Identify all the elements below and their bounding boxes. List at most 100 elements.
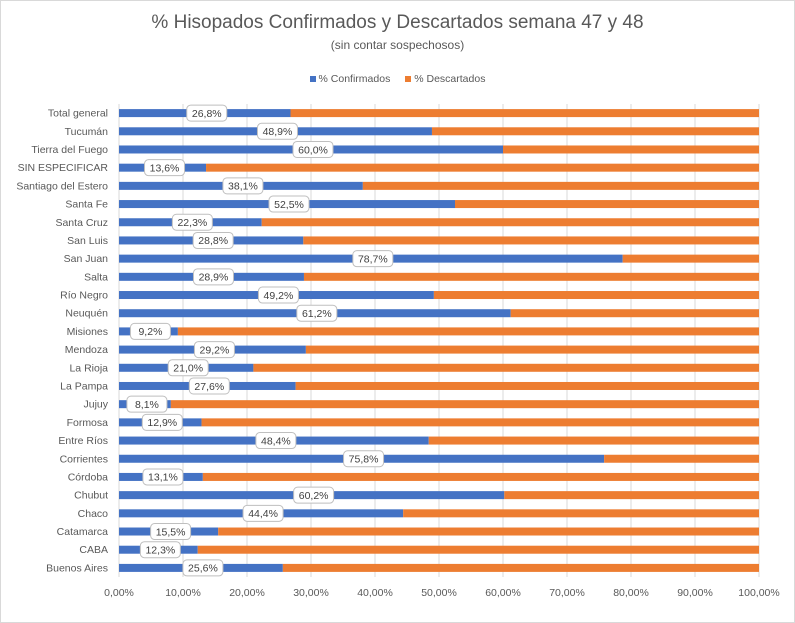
x-tick-label: 20,00% <box>229 587 265 599</box>
bar-descartados <box>433 291 759 300</box>
category-label: Santa Cruz <box>55 217 108 229</box>
data-label: 28,9% <box>199 272 229 284</box>
data-label: 25,6% <box>188 563 218 575</box>
bar-descartados <box>303 272 759 281</box>
data-label-box <box>343 450 385 468</box>
chart-title: % Hisopados Confirmados y Descartados se… <box>151 12 644 33</box>
category-label: Río Negro <box>60 290 108 302</box>
x-tick-label: 90,00% <box>677 587 713 599</box>
x-tick-label: 0,00% <box>104 587 134 599</box>
category-label: Formosa <box>67 417 109 429</box>
bar-descartados <box>282 563 759 572</box>
bar-descartados <box>362 181 759 190</box>
bar-descartados <box>604 454 759 463</box>
bar-descartados <box>177 327 759 336</box>
legend: % Confirmados % Descartados <box>0 73 795 85</box>
chart-subtitle: (sin contar sospechosos) <box>330 38 465 52</box>
data-label: 61,2% <box>302 308 332 320</box>
category-label: Chubut <box>74 490 108 502</box>
bar-descartados <box>170 400 760 409</box>
category-label: Tierra del Fuego <box>31 144 108 156</box>
data-label: 8,1% <box>135 399 159 411</box>
category-label: Salta <box>84 271 108 283</box>
bar-descartados <box>202 472 760 481</box>
data-label: 26,8% <box>192 108 222 120</box>
data-label: 12,3% <box>145 545 175 557</box>
data-label-box <box>171 213 213 231</box>
data-label-box <box>296 304 338 322</box>
data-label-box <box>255 432 297 450</box>
data-label-box <box>242 504 284 522</box>
data-label-box <box>188 377 230 395</box>
category-label: Mendoza <box>65 344 108 356</box>
data-label: 38,1% <box>228 181 258 193</box>
data-label-box <box>144 159 186 177</box>
data-label: 28,8% <box>198 235 228 247</box>
category-label: SIN ESPECIFICAR <box>18 162 109 174</box>
data-label: 12,9% <box>147 417 177 429</box>
data-label: 22,3% <box>177 217 207 229</box>
data-label-box <box>182 559 224 577</box>
category-label: San Luis <box>67 235 108 247</box>
x-tick-label: 50,00% <box>421 587 457 599</box>
data-label-box <box>126 395 168 413</box>
category-label: Jujuy <box>83 399 108 411</box>
bar-descartados <box>201 418 759 427</box>
data-label-box <box>142 468 184 486</box>
bar-descartados <box>197 545 760 554</box>
data-label: 75,8% <box>349 454 379 466</box>
data-label: 60,2% <box>299 490 329 502</box>
data-label: 48,9% <box>263 126 293 138</box>
category-label: Santa Fe <box>65 199 108 211</box>
data-label-box <box>292 140 334 158</box>
category-label: Tucumán <box>65 126 109 138</box>
data-label-box <box>193 341 235 359</box>
legend-swatch-confirmados <box>309 76 316 83</box>
legend-label-confirmados: % Confirmados <box>318 73 391 85</box>
data-label-box <box>129 322 171 340</box>
data-label-box <box>139 541 181 559</box>
legend-item-confirmados: % Confirmados <box>309 73 391 85</box>
bar-descartados <box>504 491 759 500</box>
bar-descartados <box>261 218 759 227</box>
category-label: Neuquén <box>65 308 108 320</box>
data-label-box <box>141 413 183 431</box>
data-label-box <box>222 177 264 195</box>
category-label: Catamarca <box>57 526 109 538</box>
x-tick-label: 70,00% <box>549 587 585 599</box>
data-label: 52,5% <box>274 199 304 211</box>
data-label-box <box>257 286 299 304</box>
x-tick-label: 80,00% <box>613 587 649 599</box>
data-label-box <box>186 104 228 122</box>
data-label: 78,7% <box>358 253 388 265</box>
data-label-box <box>192 231 234 249</box>
bar-descartados <box>403 509 759 518</box>
data-label: 13,1% <box>148 472 178 484</box>
category-label: CABA <box>79 544 108 556</box>
bar-descartados <box>253 363 759 372</box>
data-label-box <box>167 359 209 377</box>
bar-descartados <box>295 381 759 390</box>
data-label: 13,6% <box>150 162 180 174</box>
bar-descartados <box>303 236 759 245</box>
data-label-box <box>192 268 234 286</box>
category-label: Chaco <box>78 508 109 520</box>
x-tick-label: 100,00% <box>738 587 779 599</box>
bar-descartados <box>428 436 759 445</box>
data-label: 48,4% <box>261 435 291 447</box>
legend-swatch-descartados <box>405 76 412 83</box>
category-label: Total general <box>48 108 108 120</box>
category-label: Misiones <box>67 326 108 338</box>
category-label: Buenos Aires <box>46 562 108 574</box>
x-tick-label: 60,00% <box>485 587 521 599</box>
data-label: 44,4% <box>248 508 278 520</box>
bar-descartados <box>218 527 759 536</box>
category-label: Entre Ríos <box>58 435 108 447</box>
x-tick-label: 40,00% <box>357 587 393 599</box>
category-label: San Juan <box>64 253 109 265</box>
category-label: Santiago del Estero <box>16 180 108 192</box>
data-label: 60,0% <box>298 144 328 156</box>
x-tick-label: 30,00% <box>293 587 329 599</box>
bar-descartados <box>622 254 759 263</box>
